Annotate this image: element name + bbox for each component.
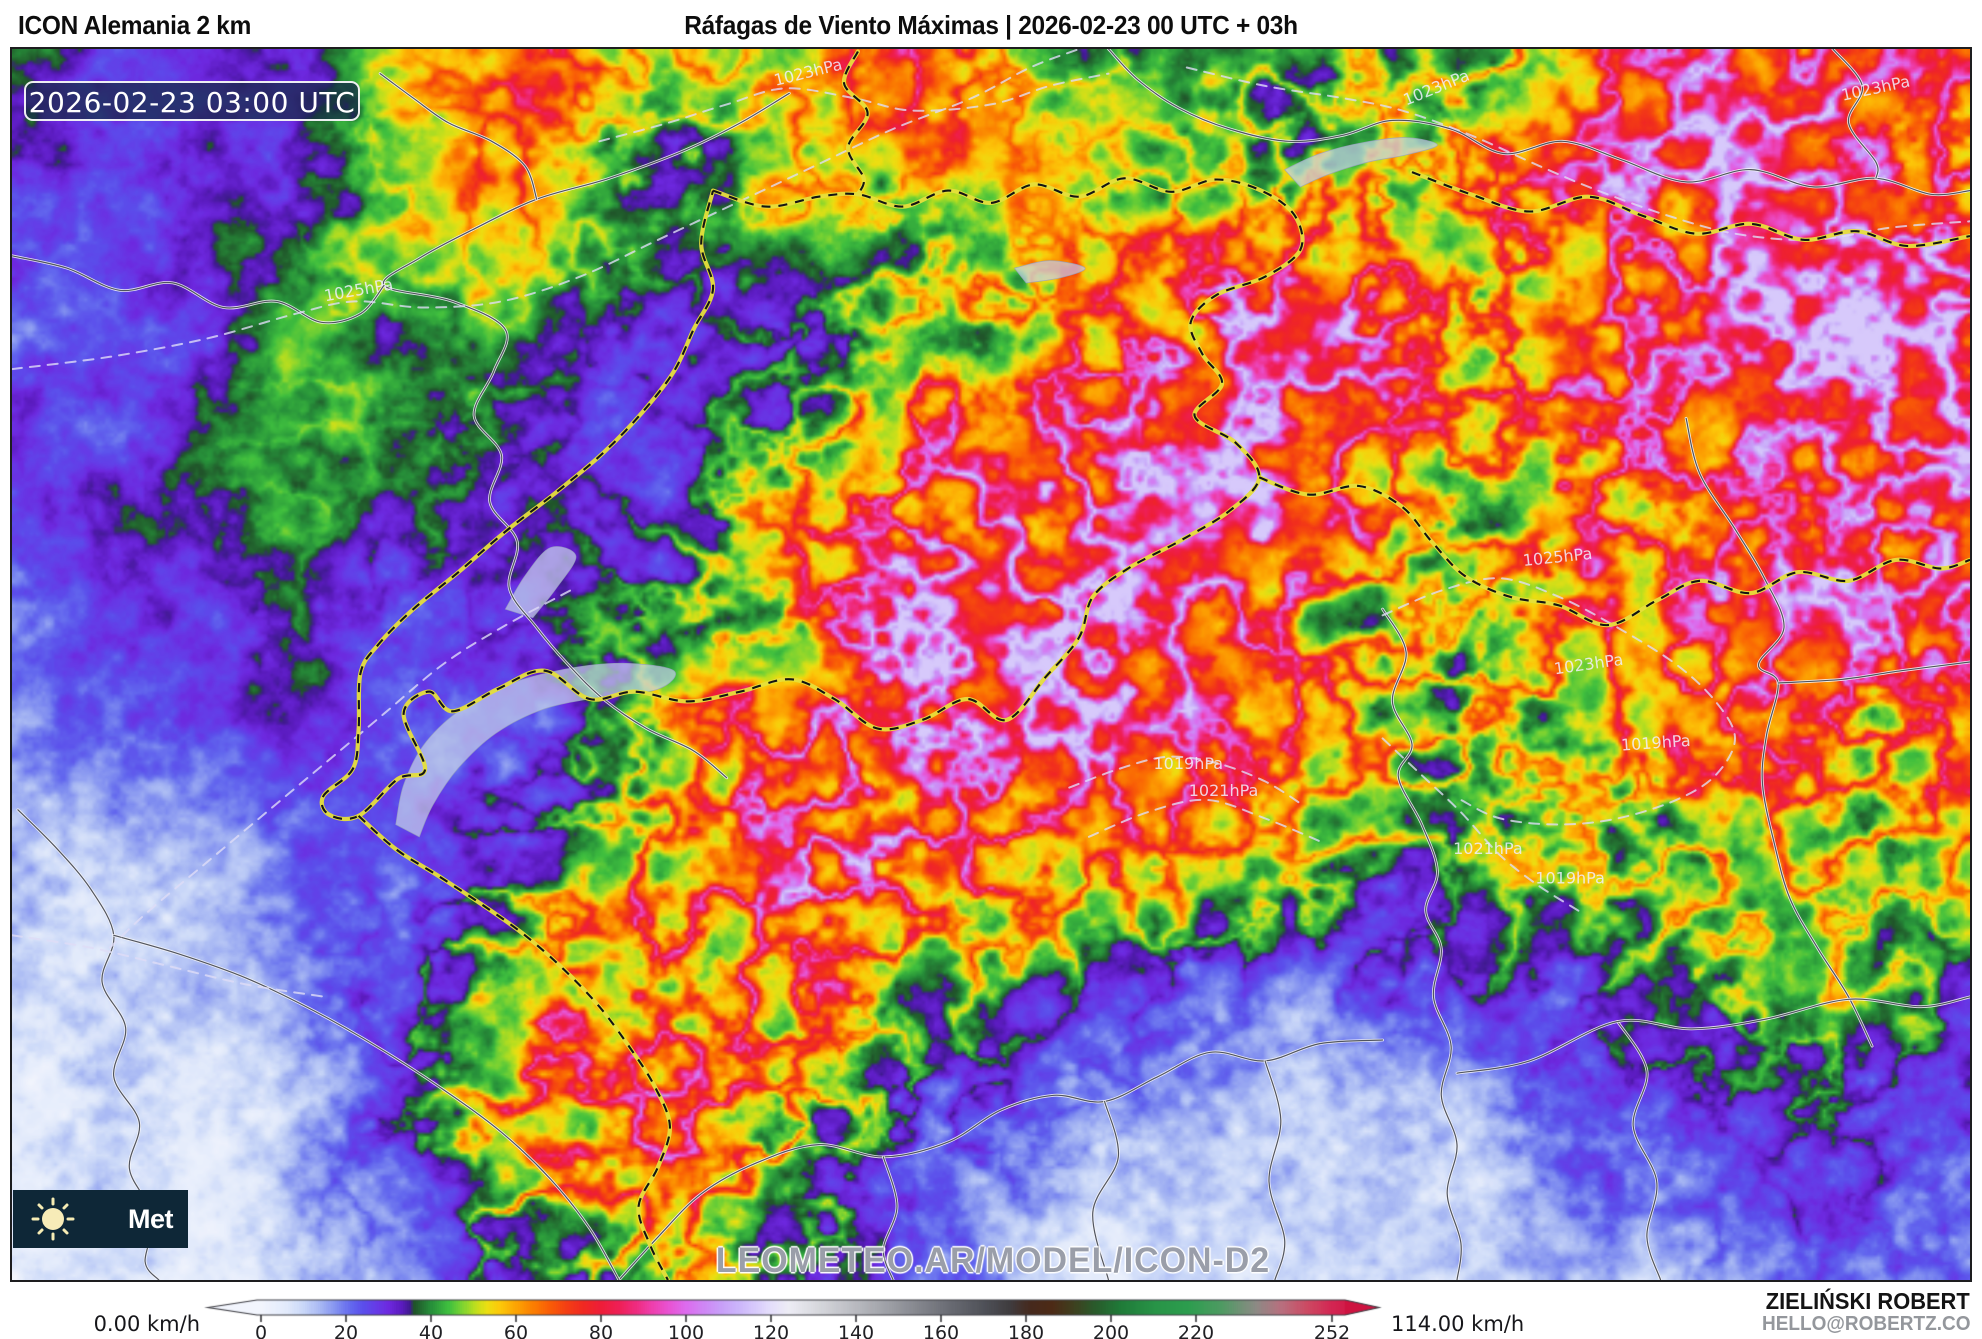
- legend-min-label: 0.00 km/h: [93, 1312, 200, 1336]
- pressure-label: 1023hPa: [1840, 72, 1912, 105]
- legend-tick-label: 80: [588, 1322, 614, 1339]
- highlight-border-dashes: [1258, 476, 1970, 627]
- legend-tick-label: 20: [333, 1322, 359, 1339]
- page-title: Ráfagas de Viento Máximas | 2026-02-23 0…: [684, 10, 1298, 40]
- highlight-border-underlay: [1257, 475, 1970, 628]
- country-border: [882, 1156, 898, 1280]
- country-border: [618, 1039, 1384, 1280]
- gust-field-canvas: [12, 49, 1970, 1280]
- legend-tick-label: 252: [1313, 1322, 1351, 1339]
- border-halo: [378, 72, 539, 201]
- isobar-contour: [12, 49, 1081, 371]
- lake-shape: [1013, 260, 1086, 284]
- legend-tick-label: 40: [418, 1322, 444, 1339]
- border-halo: [1684, 416, 1874, 1048]
- isobar-contour: [1068, 755, 1306, 808]
- provider-logo: Met: [13, 1190, 188, 1248]
- isobar-contour: [12, 934, 327, 998]
- country-border: [1617, 1020, 1662, 1280]
- highlight-border-dashes: [357, 815, 671, 1280]
- pressure-label: 1025hPa: [323, 274, 395, 305]
- isobar-contour: [1185, 66, 1970, 241]
- pressure-label: 1023hPa: [772, 55, 844, 90]
- logo-text: Met: [128, 1204, 174, 1234]
- legend-tick-label: 140: [837, 1322, 875, 1339]
- isobar-contour: [1381, 737, 1580, 912]
- pressure-label: 1019hPa: [1535, 869, 1605, 888]
- legend-tick-label: 60: [503, 1322, 529, 1339]
- lake-shape: [504, 546, 577, 619]
- border-halo: [112, 933, 621, 1280]
- wind-gust-map: 1025hPa 1023hPa 1023hPa 1023hPa 1019hPa 1021h…: [10, 47, 1972, 1282]
- legend-max-label: 114.00 km/h: [1391, 1312, 1525, 1336]
- country-border: [1456, 996, 1970, 1074]
- pressure-label: 1025hPa: [1522, 544, 1593, 570]
- lake-shape: [395, 662, 676, 838]
- isobar-contour: [598, 72, 1110, 143]
- highlight-border-dashes: [320, 177, 1304, 821]
- pressure-label: 1021hPa: [1189, 781, 1259, 800]
- color-scale: [180, 1296, 1430, 1330]
- country-border: [379, 73, 538, 200]
- pressure-label: 1019hPa: [1154, 754, 1224, 773]
- legend-tick-label: 220: [1177, 1322, 1215, 1339]
- timestamp-badge: 2026-02-23 03:00 UTC: [24, 81, 360, 121]
- map-overlay: 1025hPa 1023hPa 1023hPa 1023hPa 1019hPa 1021h…: [12, 49, 1970, 1280]
- highlight-border-underlay: [841, 49, 870, 197]
- legend-tick-label: 200: [1092, 1322, 1130, 1339]
- country-border: [382, 92, 790, 779]
- lake-shape: [1284, 137, 1438, 188]
- highlight-border-dashes: [843, 51, 869, 195]
- highlight-border-dashes: [1411, 171, 1970, 248]
- legend-tick-label: 0: [254, 1322, 268, 1339]
- country-border: [1264, 1060, 1286, 1280]
- pressure-label: 1023hPa: [1400, 66, 1472, 110]
- border-halo: [1455, 995, 1970, 1075]
- legend-tick-label: 180: [1007, 1322, 1045, 1339]
- legend-tick-label: 120: [752, 1322, 790, 1339]
- country-border: [1107, 49, 1970, 196]
- country-border: [113, 934, 620, 1280]
- isobar-contour: [1087, 798, 1325, 844]
- isobar-contour: [108, 589, 571, 949]
- legend-tick-label: 100: [667, 1322, 705, 1339]
- author-name: ZIELIŃSKI ROBERT: [1766, 1288, 1970, 1314]
- country-border: [1777, 661, 1970, 684]
- country-border: [1382, 608, 1462, 1280]
- author-contact: HELLO@ROBERTZ.CO: [1761, 1313, 1970, 1335]
- border-halo: [1831, 49, 1880, 180]
- border-halo: [1616, 1020, 1662, 1280]
- country-border: [1092, 1100, 1119, 1280]
- isobar-contour: [1381, 577, 1737, 826]
- legend-tick-label: 160: [922, 1322, 960, 1339]
- pressure-label: 1019hPa: [1620, 731, 1691, 755]
- country-border: [1685, 417, 1873, 1047]
- pressure-label: 1021hPa: [1453, 839, 1523, 858]
- border-halo: [1107, 49, 1970, 197]
- country-border: [12, 255, 385, 324]
- pressure-label: 1023hPa: [1553, 650, 1625, 679]
- model-label: ICON Alemania 2 km: [18, 10, 252, 40]
- highlight-border-underlay: [356, 813, 673, 1280]
- country-border: [1832, 49, 1879, 179]
- watermark: LEOMETEO.AR/MODEL/ICON-D2: [715, 1241, 1271, 1280]
